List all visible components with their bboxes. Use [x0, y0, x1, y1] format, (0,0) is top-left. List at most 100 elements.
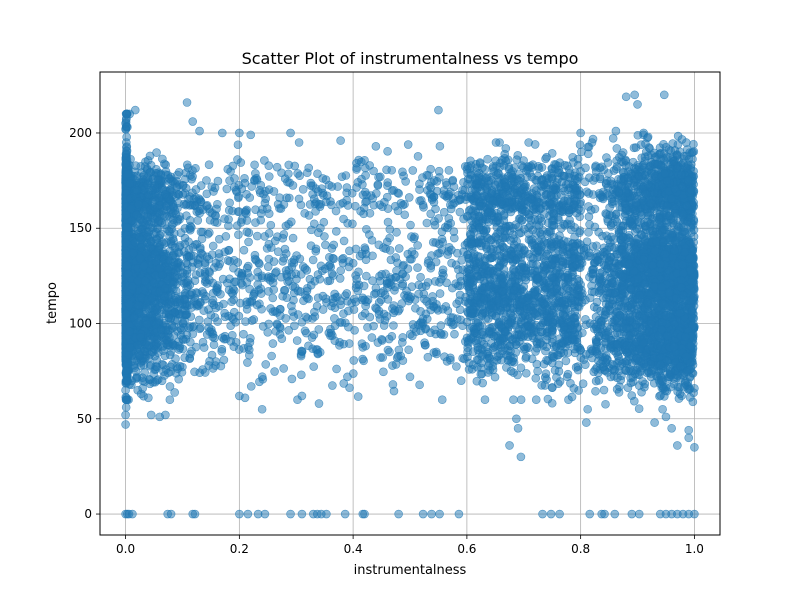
- scatter-point: [439, 269, 447, 277]
- scatter-point: [384, 147, 392, 155]
- scatter-point: [270, 187, 278, 195]
- scatter-point: [319, 174, 327, 182]
- scatter-point: [402, 177, 410, 185]
- scatter-point: [262, 195, 270, 203]
- scatter-point: [132, 162, 140, 170]
- scatter-point: [209, 296, 217, 304]
- scatter-point: [225, 246, 233, 254]
- scatter-point: [362, 225, 370, 233]
- scatter-point: [454, 191, 462, 199]
- scatter-point: [228, 298, 236, 306]
- scatter-point: [245, 238, 253, 246]
- scatter-point: [307, 281, 315, 289]
- scatter-point: [245, 351, 253, 359]
- scatter-point: [172, 266, 180, 274]
- scatter-point: [168, 177, 176, 185]
- scatter-point: [564, 370, 572, 378]
- scatter-point: [166, 396, 174, 404]
- scatter-point: [290, 259, 298, 267]
- scatter-point: [208, 209, 216, 217]
- scatter-point: [409, 320, 417, 328]
- scatter-point: [420, 295, 428, 303]
- scatter-point: [143, 180, 151, 188]
- scatter-point: [156, 264, 164, 272]
- scatter-point: [124, 270, 132, 278]
- scatter-point: [509, 396, 517, 404]
- scatter-point: [265, 162, 273, 170]
- scatter-point: [383, 284, 391, 292]
- scatter-point: [352, 159, 360, 167]
- scatter-point: [345, 340, 353, 348]
- scatter-point: [436, 249, 444, 257]
- scatter-point: [187, 223, 195, 231]
- scatter-point: [199, 366, 207, 374]
- scatter-point: [330, 255, 338, 263]
- scatter-point: [439, 238, 447, 246]
- scatter-point: [157, 326, 165, 334]
- scatter-point: [265, 172, 273, 180]
- scatter-point: [126, 327, 134, 335]
- scatter-point: [291, 162, 299, 170]
- scatter-point: [409, 166, 417, 174]
- scatter-point: [391, 202, 399, 210]
- scatter-point: [218, 347, 226, 355]
- scatter-point: [220, 356, 228, 364]
- scatter-point: [183, 161, 191, 169]
- scatter-point: [250, 290, 258, 298]
- scatter-point: [174, 275, 182, 283]
- scatter-point: [310, 363, 318, 371]
- scatter-point: [237, 159, 245, 167]
- scatter-point: [332, 294, 340, 302]
- scatter-point: [238, 272, 246, 280]
- scatter-point: [375, 173, 383, 181]
- scatter-point: [281, 175, 289, 183]
- scatter-point: [309, 345, 317, 353]
- scatter-point: [172, 355, 180, 363]
- scatter-point: [378, 336, 386, 344]
- scatter-point: [155, 317, 163, 325]
- scatter-point: [154, 176, 162, 184]
- scatter-point: [201, 259, 209, 267]
- scatter-point: [154, 349, 162, 357]
- scatter-point: [417, 327, 425, 335]
- scatter-point: [375, 272, 383, 280]
- scatter-point: [395, 244, 403, 252]
- scatter-point: [345, 247, 353, 255]
- scatter-point: [453, 315, 461, 323]
- scatter-point: [440, 353, 448, 361]
- scatter-point: [421, 341, 429, 349]
- scatter-point: [208, 183, 216, 191]
- scatter-point: [289, 234, 297, 242]
- scatter-point: [150, 279, 158, 287]
- scatter-point: [235, 193, 243, 201]
- scatter-point: [254, 273, 262, 281]
- scatter-point: [289, 181, 297, 189]
- scatter-point: [328, 244, 336, 252]
- scatter-point: [368, 236, 376, 244]
- scatter-point: [340, 237, 348, 245]
- scatter-point: [294, 169, 302, 177]
- scatter-point: [391, 283, 399, 291]
- scatter-point: [189, 330, 197, 338]
- scatter-point: [456, 282, 464, 290]
- scatter-point: [173, 363, 181, 371]
- scatter-point: [398, 338, 406, 346]
- scatter-point: [170, 323, 178, 331]
- scatter-point: [333, 365, 341, 373]
- scatter-point: [136, 352, 144, 360]
- scatter-point: [173, 171, 181, 179]
- scatter-point: [297, 201, 305, 209]
- scatter-point: [307, 242, 315, 250]
- scatter-point: [362, 342, 370, 350]
- scatter-point: [318, 267, 326, 275]
- scatter-point: [267, 221, 275, 229]
- scatter-point: [125, 300, 133, 308]
- scatter-point: [209, 242, 217, 250]
- scatter-point: [301, 291, 309, 299]
- scatter-point: [436, 142, 444, 150]
- scatter-point: [163, 212, 171, 220]
- scatter-point: [414, 241, 422, 249]
- scatter-point: [427, 262, 435, 270]
- scatter-point: [205, 161, 213, 169]
- scatter-point: [153, 363, 161, 371]
